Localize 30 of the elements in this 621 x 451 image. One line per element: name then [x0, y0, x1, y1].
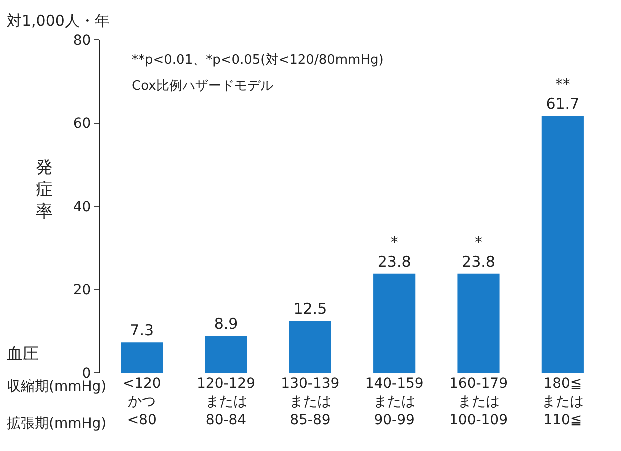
bar	[289, 320, 332, 373]
text: 収縮期(mmHg)	[7, 379, 107, 395]
annotation: Cox比例ハザードモデル	[132, 79, 274, 94]
data-label: 8.9	[214, 314, 238, 333]
text: 対1,000人・年	[7, 12, 110, 30]
bar	[458, 274, 500, 373]
x-tick-label: 130-139 または 85-89	[281, 376, 340, 428]
y-tick-label: 0	[82, 366, 92, 382]
x-tick-label: 180≦ または 110≦	[542, 376, 584, 428]
data-label: 12.5	[294, 300, 328, 318]
x-tick-label: 120-129 または 80-84	[197, 376, 256, 428]
bar	[374, 274, 416, 373]
bar	[205, 336, 248, 373]
y-tick-label: 40	[73, 199, 92, 216]
x-tick-label: 140-159 または 90-99	[365, 376, 424, 428]
data-label: * 23.8	[462, 233, 496, 271]
y-axis-title: 発症率	[36, 158, 53, 222]
data-label: * 23.8	[378, 233, 412, 271]
y-tick-label: 20	[73, 282, 92, 299]
y-tick-label: 60	[73, 116, 92, 132]
x-tick-label: <120 かつ <80	[122, 376, 162, 428]
bar	[121, 342, 164, 373]
text: 血圧	[7, 344, 39, 363]
y-tick-label: 80	[73, 32, 92, 49]
data-label: ** 61.7	[546, 76, 580, 114]
x-tick-label: 160-179 または 100-109	[450, 376, 508, 428]
annotation: **p<0.01、*p<0.05(対<120/80mmHg)	[132, 52, 384, 68]
text: 拡張期(mmHg)	[7, 416, 107, 432]
bar	[542, 116, 584, 373]
data-label: 7.3	[130, 322, 154, 340]
